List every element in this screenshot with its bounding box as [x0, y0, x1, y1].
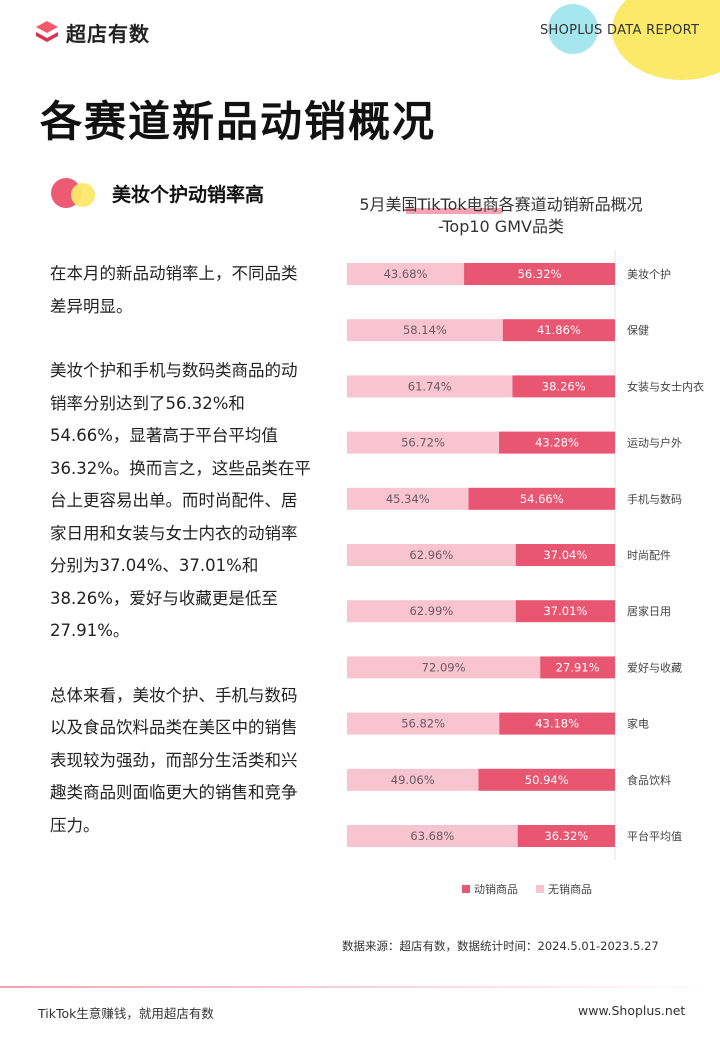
category-label-7: 爱好与收藏: [627, 660, 682, 674]
data-label-sold-5: 37.04%: [543, 548, 587, 562]
data-label-unsold-6: 62.99%: [409, 604, 453, 618]
bar-sold-0: [464, 263, 615, 285]
category-label-2: 女装与女士内衣: [627, 379, 704, 393]
bar-sold-7: [540, 656, 615, 679]
data-label-sold-6: 37.01%: [543, 604, 587, 618]
category-label-6: 居家日用: [627, 604, 671, 618]
category-label-1: 保健: [627, 323, 649, 337]
footer-website[interactable]: www.Shoplus.net: [578, 1003, 686, 1018]
legend-label-0: 动销商品: [474, 882, 518, 896]
bar-unsold-7: [347, 656, 541, 679]
bar-unsold-0: [347, 263, 465, 285]
body-paragraph-3: 总体来看，美妆个护、手机与数码以及食品饮料品类在美区中的销售表现较为强劲，而部分…: [50, 685, 298, 835]
data-label-unsold-2: 61.74%: [408, 379, 452, 393]
dots-bullet-icon: [51, 178, 95, 208]
data-label-unsold-5: 62.96%: [409, 548, 453, 562]
category-label-8: 家电: [627, 717, 649, 731]
bar-unsold-8: [347, 712, 500, 735]
data-label-sold-0: 56.32%: [518, 267, 562, 281]
bar-unsold-1: [347, 319, 503, 342]
category-label-5: 时尚配件: [627, 548, 671, 562]
bar-unsold-5: [347, 544, 516, 566]
data-label-unsold-8: 56.82%: [401, 717, 445, 731]
chart-title-line2: -Top10 GMV品类: [438, 217, 564, 236]
bar-unsold-6: [347, 600, 516, 623]
bar-sold-5: [515, 544, 615, 566]
brand-logo-text: 超店有数: [66, 21, 150, 46]
bar-sold-4: [468, 487, 615, 510]
data-label-unsold-4: 45.34%: [386, 492, 430, 506]
bar-unsold-3: [347, 431, 500, 454]
data-label-sold-8: 43.18%: [535, 717, 579, 731]
body-paragraph-1: 在本月的新品动销率上，不同品类差异明显。: [50, 264, 298, 316]
data-label-unsold-3: 56.72%: [401, 436, 445, 450]
subheading-text: 美妆个护动销率高: [112, 183, 265, 206]
bar-unsold-4: [347, 487, 469, 510]
bar-unsold-9: [347, 768, 479, 791]
legend-label-1: 无销商品: [548, 882, 592, 896]
data-label-sold-7: 27.91%: [556, 660, 600, 674]
source-note: 数据来源：超店有数，数据统计时间：2024.5.01-2023.5.27: [342, 939, 659, 953]
bar-sold-2: [512, 375, 615, 398]
body-text: 在本月的新品动销率上，不同品类差异明显。 美妆个护和手机与数码类商品的动销率分别…: [50, 258, 312, 874]
category-label-3: 运动与户外: [627, 436, 682, 450]
footer-slogan: TikTok生意赚钱，就用超店有数: [38, 1006, 214, 1021]
bar-unsold-2: [347, 375, 513, 398]
bar-unsold-10: [347, 825, 518, 847]
bar-sold-10: [517, 825, 615, 847]
bar-sold-9: [478, 768, 615, 791]
brand-logo-icon: [36, 21, 58, 42]
category-label-4: 手机与数码: [627, 492, 682, 506]
category-label-10: 平台平均值: [627, 829, 682, 843]
page-title: 各赛道新品动销概况: [40, 97, 437, 146]
chart-title-underline: [406, 208, 502, 214]
data-label-unsold-1: 58.14%: [403, 323, 447, 337]
data-label-unsold-10: 63.68%: [410, 829, 454, 843]
subheading: 美妆个护动销率高: [50, 176, 264, 210]
category-label-9: 食品饮料: [627, 773, 671, 787]
report-label: SHOPLUS DATA REPORT: [540, 23, 700, 38]
legend-swatch-1: [536, 885, 544, 893]
brand-logo: 超店有数: [34, 18, 150, 46]
bar-sold-8: [499, 712, 615, 735]
footer-divider: [0, 986, 720, 988]
bar-sold-3: [499, 431, 615, 454]
data-label-unsold-0: 43.68%: [384, 267, 428, 281]
chart-title: 5月美国TikTok电商各赛道动销新品概况 -Top10 GMV品类: [326, 194, 676, 238]
chart-title-line1: 5月美国TikTok电商各赛道动销新品概况: [359, 195, 643, 214]
data-label-unsold-7: 72.09%: [422, 660, 466, 674]
bar-sold-1: [502, 319, 615, 342]
data-label-sold-10: 36.32%: [544, 829, 588, 843]
data-label-sold-3: 43.28%: [535, 436, 579, 450]
data-label-sold-1: 41.86%: [537, 323, 581, 337]
bar-sold-6: [515, 600, 615, 623]
data-label-sold-4: 54.66%: [520, 492, 564, 506]
legend-swatch-0: [462, 885, 470, 893]
data-label-sold-9: 50.94%: [525, 773, 569, 787]
body-paragraph-2: 美妆个护和手机与数码类商品的动销率分别达到了56.32%和54.66%，显著高于…: [50, 361, 311, 640]
category-label-0: 美妆个护: [627, 267, 671, 281]
data-label-sold-2: 38.26%: [542, 379, 586, 393]
decor-cyan-circle: [548, 4, 598, 54]
data-label-unsold-9: 49.06%: [391, 773, 435, 787]
